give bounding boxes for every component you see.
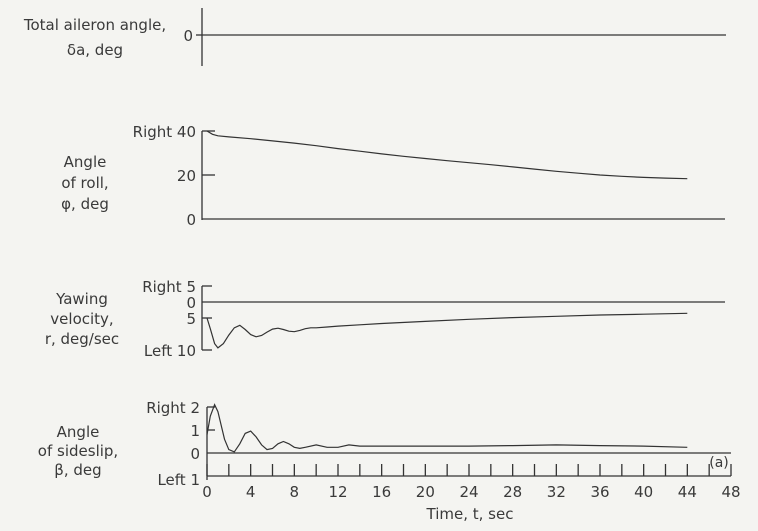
panel-aileron-ylabel-line1: Total aileron angle, [23,16,166,34]
panel-yaw-tick-label-neg5: 5 [186,310,196,328]
panel-yaw: Yawing velocity, r, deg/sec Right 5 0 5 … [45,278,725,360]
panel-roll-ylabel-line2: of roll, [61,174,108,192]
panel-sideslip-trace [206,403,688,453]
x-tick-label: 32 [547,483,566,501]
panel-yaw-tick-label-0: 0 [186,294,196,312]
x-tick-label: 44 [678,483,697,501]
x-tick-label: 24 [459,483,478,501]
x-tick-label: 36 [590,483,609,501]
panel-roll: Angle of roll, φ, deg Right 40 20 0 [61,123,725,229]
x-axis-tick-labels: 0 4 8 12 16 20 24 28 32 36 40 44 48 [202,483,740,501]
x-tick-label: 28 [503,483,522,501]
x-tick-label: 0 [202,483,212,501]
panel-sideslip-tick-label-2: Right 2 [146,399,200,417]
panel-roll-tick-label-0: 0 [186,211,196,229]
x-tick-label: 20 [416,483,435,501]
x-tick-label: 8 [290,483,300,501]
panel-yaw-ylabel-line1: Yawing [55,290,108,308]
x-tick-label: 40 [634,483,653,501]
panel-roll-ylabel-line1: Angle [64,153,107,171]
panel-yaw-ylabel-line2: velocity, [50,310,113,328]
panel-yaw-tick-label-5: Right 5 [142,278,196,296]
panel-yaw-tick-label-neg10: Left 10 [144,342,196,360]
x-axis-ticks [206,464,732,476]
panel-sideslip-ylabel-line1: Angle [57,423,100,441]
panel-roll-tick-label-40: Right 40 [133,123,196,141]
panel-yaw-trace [206,312,688,349]
panel-sideslip-tick-label-1: 1 [190,422,200,440]
figure-annotation: (a) [709,455,729,471]
panel-aileron-ylabel-line2: δa, deg [67,41,123,59]
panel-roll-trace [206,130,688,180]
x-axis-label: Time, t, sec [426,505,514,523]
panel-roll-tick-label-20: 20 [177,167,196,185]
panel-sideslip-tick-label-0: 0 [190,445,200,463]
x-tick-label: 48 [721,483,740,501]
x-tick-label: 12 [328,483,347,501]
x-tick-label: 16 [372,483,391,501]
panel-sideslip: Angle of sideslip, β, deg Right 2 1 0 Le… [38,399,731,489]
panel-yaw-ylabel-line3: r, deg/sec [45,330,119,348]
panel-sideslip-ylabel-line2: of sideslip, [38,442,118,460]
panel-roll-ylabel-line3: φ, deg [61,195,109,213]
panel-aileron: Total aileron angle, δa, deg 0 [23,8,726,66]
x-tick-label: 4 [246,483,256,501]
panel-sideslip-ylabel-line3: β, deg [54,461,101,479]
panel-sideslip-tick-label-neg1: Left 1 [157,471,200,489]
panel-aileron-tick-label: 0 [183,27,193,45]
